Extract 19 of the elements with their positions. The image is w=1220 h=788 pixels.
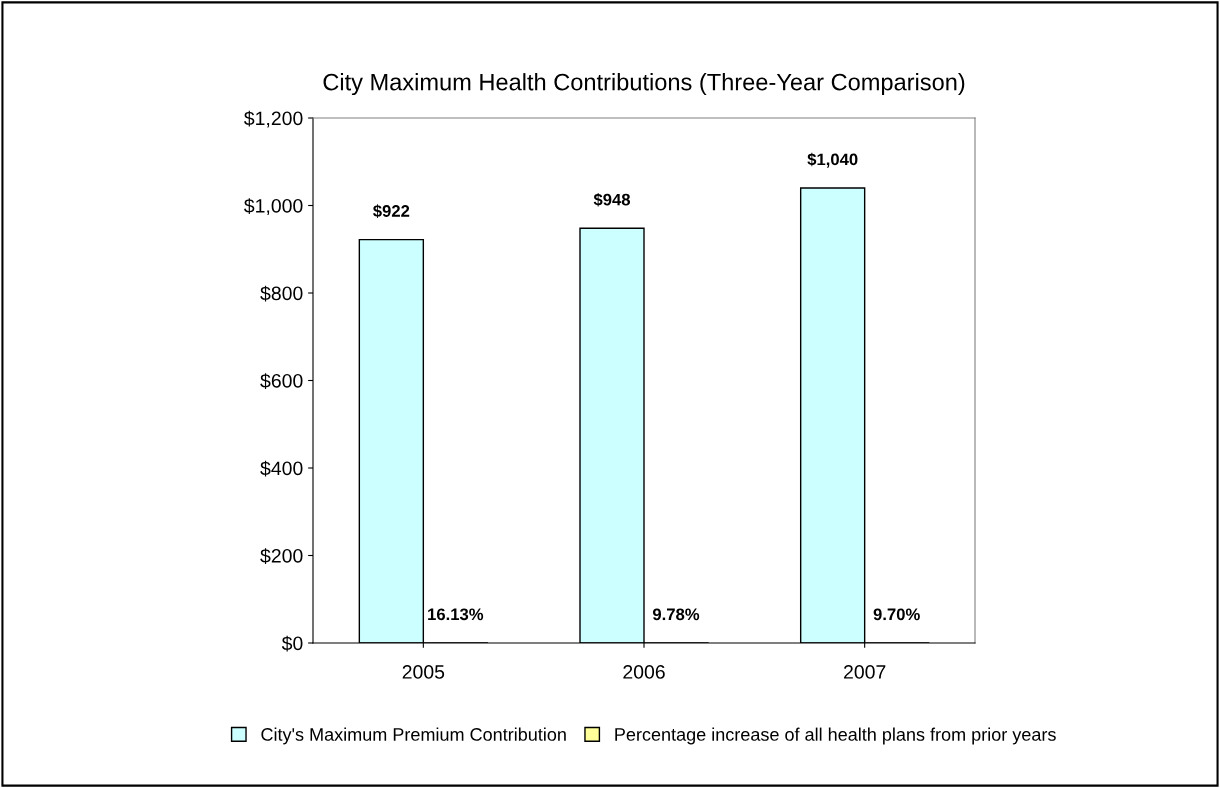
y-tick-label: $400: [260, 460, 303, 477]
y-tick-label: $0: [281, 635, 303, 652]
y-tick-label: $600: [260, 373, 303, 389]
data-label: $922: [373, 204, 410, 218]
data-label: 9.70%: [873, 608, 920, 621]
legend-label: Percentage increase of all health plans from prior years: [615, 727, 1056, 745]
data-label: $1,040: [807, 152, 858, 168]
y-tick-label: $1,200: [244, 110, 303, 128]
x-tick-label: 2006: [623, 665, 665, 679]
x-tick-label: 2007: [844, 665, 886, 679]
y-tick-label: $1,000: [244, 198, 303, 216]
chart-title: City Maximum Health Contributions (Three-Year Comparison): [323, 73, 965, 96]
y-tick-label: $800: [260, 285, 303, 302]
legend-label: City's Maximum Premium Contribution: [261, 727, 566, 745]
data-label: 9.78%: [652, 608, 700, 621]
data-label: $948: [593, 192, 631, 207]
x-tick-label: 2005: [402, 665, 445, 679]
data-label: 16.13%: [428, 608, 484, 621]
y-tick-label: $200: [260, 548, 303, 564]
